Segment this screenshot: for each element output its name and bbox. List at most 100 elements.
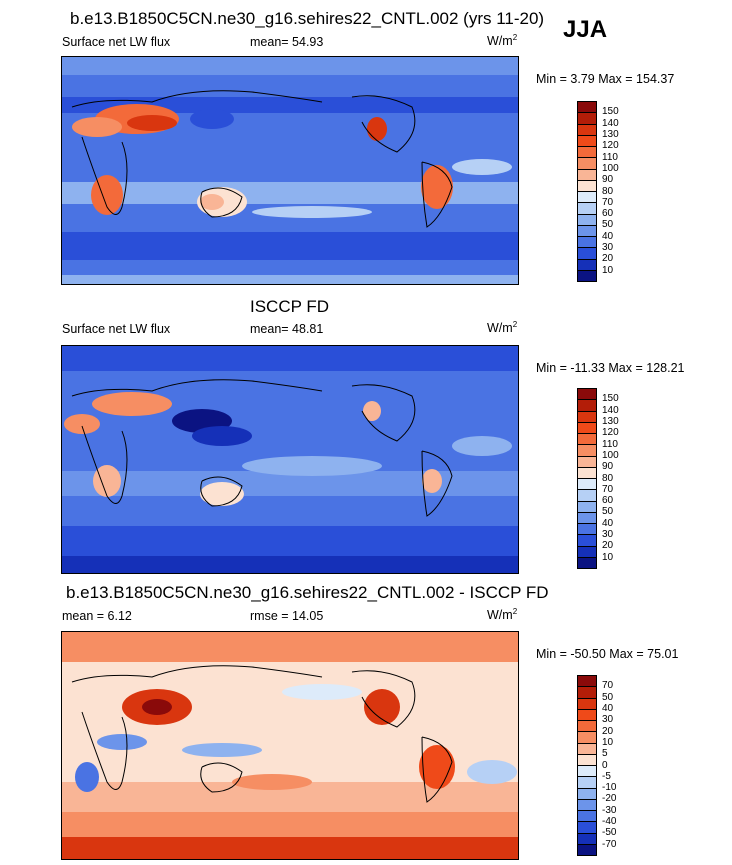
colorbar-model xyxy=(577,101,597,282)
colorbar-box xyxy=(578,124,596,136)
colorbar-tick-label: 120 xyxy=(602,427,619,439)
panel-obs-mean: mean= 48.81 xyxy=(250,322,324,336)
colorbar-tick-label: 130 xyxy=(602,128,619,140)
colorbar-tick-label: 50 xyxy=(602,219,614,231)
colorbar-box xyxy=(578,411,596,423)
colorbar-tick-label: 150 xyxy=(602,106,619,118)
colorbar-box xyxy=(578,743,596,755)
colorbar-box xyxy=(578,445,596,457)
colorbar-box xyxy=(578,844,596,855)
colorbar-diff-labels: 70 50 40 30 20 10 5 0 -5 -10 -20 -30 -40 -50 -70 xyxy=(602,675,642,856)
colorbar-tick-label: 80 xyxy=(602,472,614,484)
colorbar-box xyxy=(578,422,596,434)
colorbar-tick-label: 20 xyxy=(602,253,614,265)
panel-model-title: b.e13.B1850C5CN.ne30_g16.sehires22_CNTL.… xyxy=(70,9,545,28)
colorbar-box xyxy=(578,512,596,524)
map-obs-field xyxy=(62,346,518,573)
colorbar-tick-label: 10 xyxy=(602,551,614,563)
colorbar-tick-label: -40 xyxy=(602,816,617,828)
colorbar-tick-label: 90 xyxy=(602,461,614,473)
colorbar-model-labels: 150 140 130 120 110 100 90 80 70 60 50 40 30 20 10 xyxy=(602,101,642,282)
panel-model-variable: Surface net LW flux xyxy=(62,35,171,49)
colorbar-tick-label: -20 xyxy=(602,793,617,805)
map-diff-field xyxy=(62,632,518,859)
panel-diff-mean: mean = 6.12 xyxy=(62,609,132,623)
colorbar-box xyxy=(578,400,596,412)
colorbar-tick-label: 20 xyxy=(602,540,614,552)
colorbar-box xyxy=(578,248,596,260)
colorbar-box xyxy=(578,180,596,192)
colorbar-box xyxy=(578,479,596,491)
colorbar-box xyxy=(578,214,596,226)
colorbar-tick-label: 10 xyxy=(602,264,614,276)
panel-diff-minmax: Min = -50.50 Max = 75.01 xyxy=(536,647,679,661)
colorbar-box xyxy=(578,811,596,823)
panel-diff-units: W/m2 xyxy=(487,607,518,623)
panel-model-units: W/m2 xyxy=(487,33,518,49)
colorbar-tick-label: 140 xyxy=(602,404,619,416)
colorbar-obs-labels: 150 140 130 120 110 100 90 80 70 60 50 40 30 20 10 xyxy=(602,388,642,569)
panel-model-minmax: Min = 3.79 Max = 154.37 xyxy=(536,72,675,86)
map-model-field xyxy=(62,57,518,284)
colorbar-box xyxy=(578,799,596,811)
colorbar-box xyxy=(578,501,596,513)
colorbar-box xyxy=(578,147,596,159)
colorbar-box xyxy=(578,687,596,699)
colorbar-tick-label: 110 xyxy=(602,438,618,450)
colorbar-tick-label: 120 xyxy=(602,140,619,152)
colorbar-tick-label: 130 xyxy=(602,415,619,427)
panel-model-map xyxy=(61,56,519,285)
colorbar-box xyxy=(578,788,596,800)
colorbar-tick-label: 100 xyxy=(602,162,619,174)
panel-obs-map xyxy=(61,345,519,574)
colorbar-tick-label: -5 xyxy=(602,770,611,782)
colorbar-box xyxy=(578,766,596,778)
colorbar-tick-label: 30 xyxy=(602,529,614,541)
colorbar-tick-label: 90 xyxy=(602,174,614,186)
panel-model-mean: mean= 54.93 xyxy=(250,35,324,49)
season-label: JJA xyxy=(563,16,608,43)
colorbar-box xyxy=(578,467,596,479)
colorbar-box xyxy=(578,698,596,710)
colorbar-obs xyxy=(577,388,597,569)
colorbar-box xyxy=(578,259,596,271)
colorbar-tick-label: -50 xyxy=(602,827,617,839)
colorbar-box xyxy=(578,270,596,281)
colorbar-tick-label: 80 xyxy=(602,185,614,197)
colorbar-tick-label: 40 xyxy=(602,517,614,529)
colorbar-tick-label: 30 xyxy=(602,714,614,726)
colorbar-tick-label: 10 xyxy=(602,736,614,748)
colorbar-box xyxy=(578,192,596,204)
panel-obs-minmax: Min = -11.33 Max = 128.21 xyxy=(536,361,685,375)
colorbar-box xyxy=(578,822,596,834)
colorbar-tick-label: 40 xyxy=(602,702,614,714)
colorbar-tick-label: -30 xyxy=(602,804,617,816)
colorbar-tick-label: 70 xyxy=(602,483,614,495)
colorbar-box xyxy=(578,490,596,502)
colorbar-box xyxy=(578,456,596,468)
colorbar-tick-label: 150 xyxy=(602,393,619,405)
colorbar-box xyxy=(578,833,596,845)
colorbar-tick-label: 20 xyxy=(602,725,614,737)
panel-obs-variable: Surface net LW flux xyxy=(62,322,171,336)
panel-diff-map xyxy=(61,631,519,860)
colorbar-tick-label: 50 xyxy=(602,506,614,518)
colorbar-box xyxy=(578,237,596,249)
colorbar-box xyxy=(578,721,596,733)
colorbar-box xyxy=(578,203,596,215)
colorbar-box xyxy=(578,102,596,114)
colorbar-tick-label: 60 xyxy=(602,208,614,220)
panel-obs-units: W/m2 xyxy=(487,320,518,336)
colorbar-tick-label: -70 xyxy=(602,838,617,850)
colorbar-tick-label: 50 xyxy=(602,691,614,703)
colorbar-box xyxy=(578,732,596,744)
colorbar-box xyxy=(578,524,596,536)
colorbar-box xyxy=(578,546,596,558)
colorbar-tick-label: 5 xyxy=(602,748,608,760)
panel-diff-title: b.e13.B1850C5CN.ne30_g16.sehires22_CNTL.… xyxy=(66,583,549,602)
colorbar-box xyxy=(578,389,596,401)
colorbar-tick-label: 100 xyxy=(602,449,619,461)
colorbar-box xyxy=(578,754,596,766)
colorbar-diff xyxy=(577,675,597,856)
colorbar-box xyxy=(578,777,596,789)
